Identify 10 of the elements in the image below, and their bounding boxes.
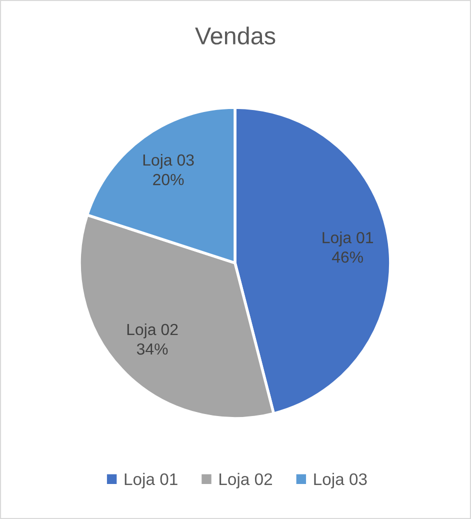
- chart-title: Vendas: [195, 26, 276, 45]
- slice-label: Loja 02: [127, 323, 178, 338]
- legend-label: Loja 01: [124, 472, 178, 488]
- legend-label: Loja 02: [220, 472, 272, 488]
- legend-label: Loja 03: [314, 472, 367, 488]
- data-label: 20%: [153, 174, 184, 186]
- slice-label: Loja 01: [322, 232, 374, 246]
- data-label: 46%: [332, 251, 363, 263]
- data-label: 34%: [136, 343, 168, 355]
- slice-label: Loja 03: [143, 154, 194, 169]
